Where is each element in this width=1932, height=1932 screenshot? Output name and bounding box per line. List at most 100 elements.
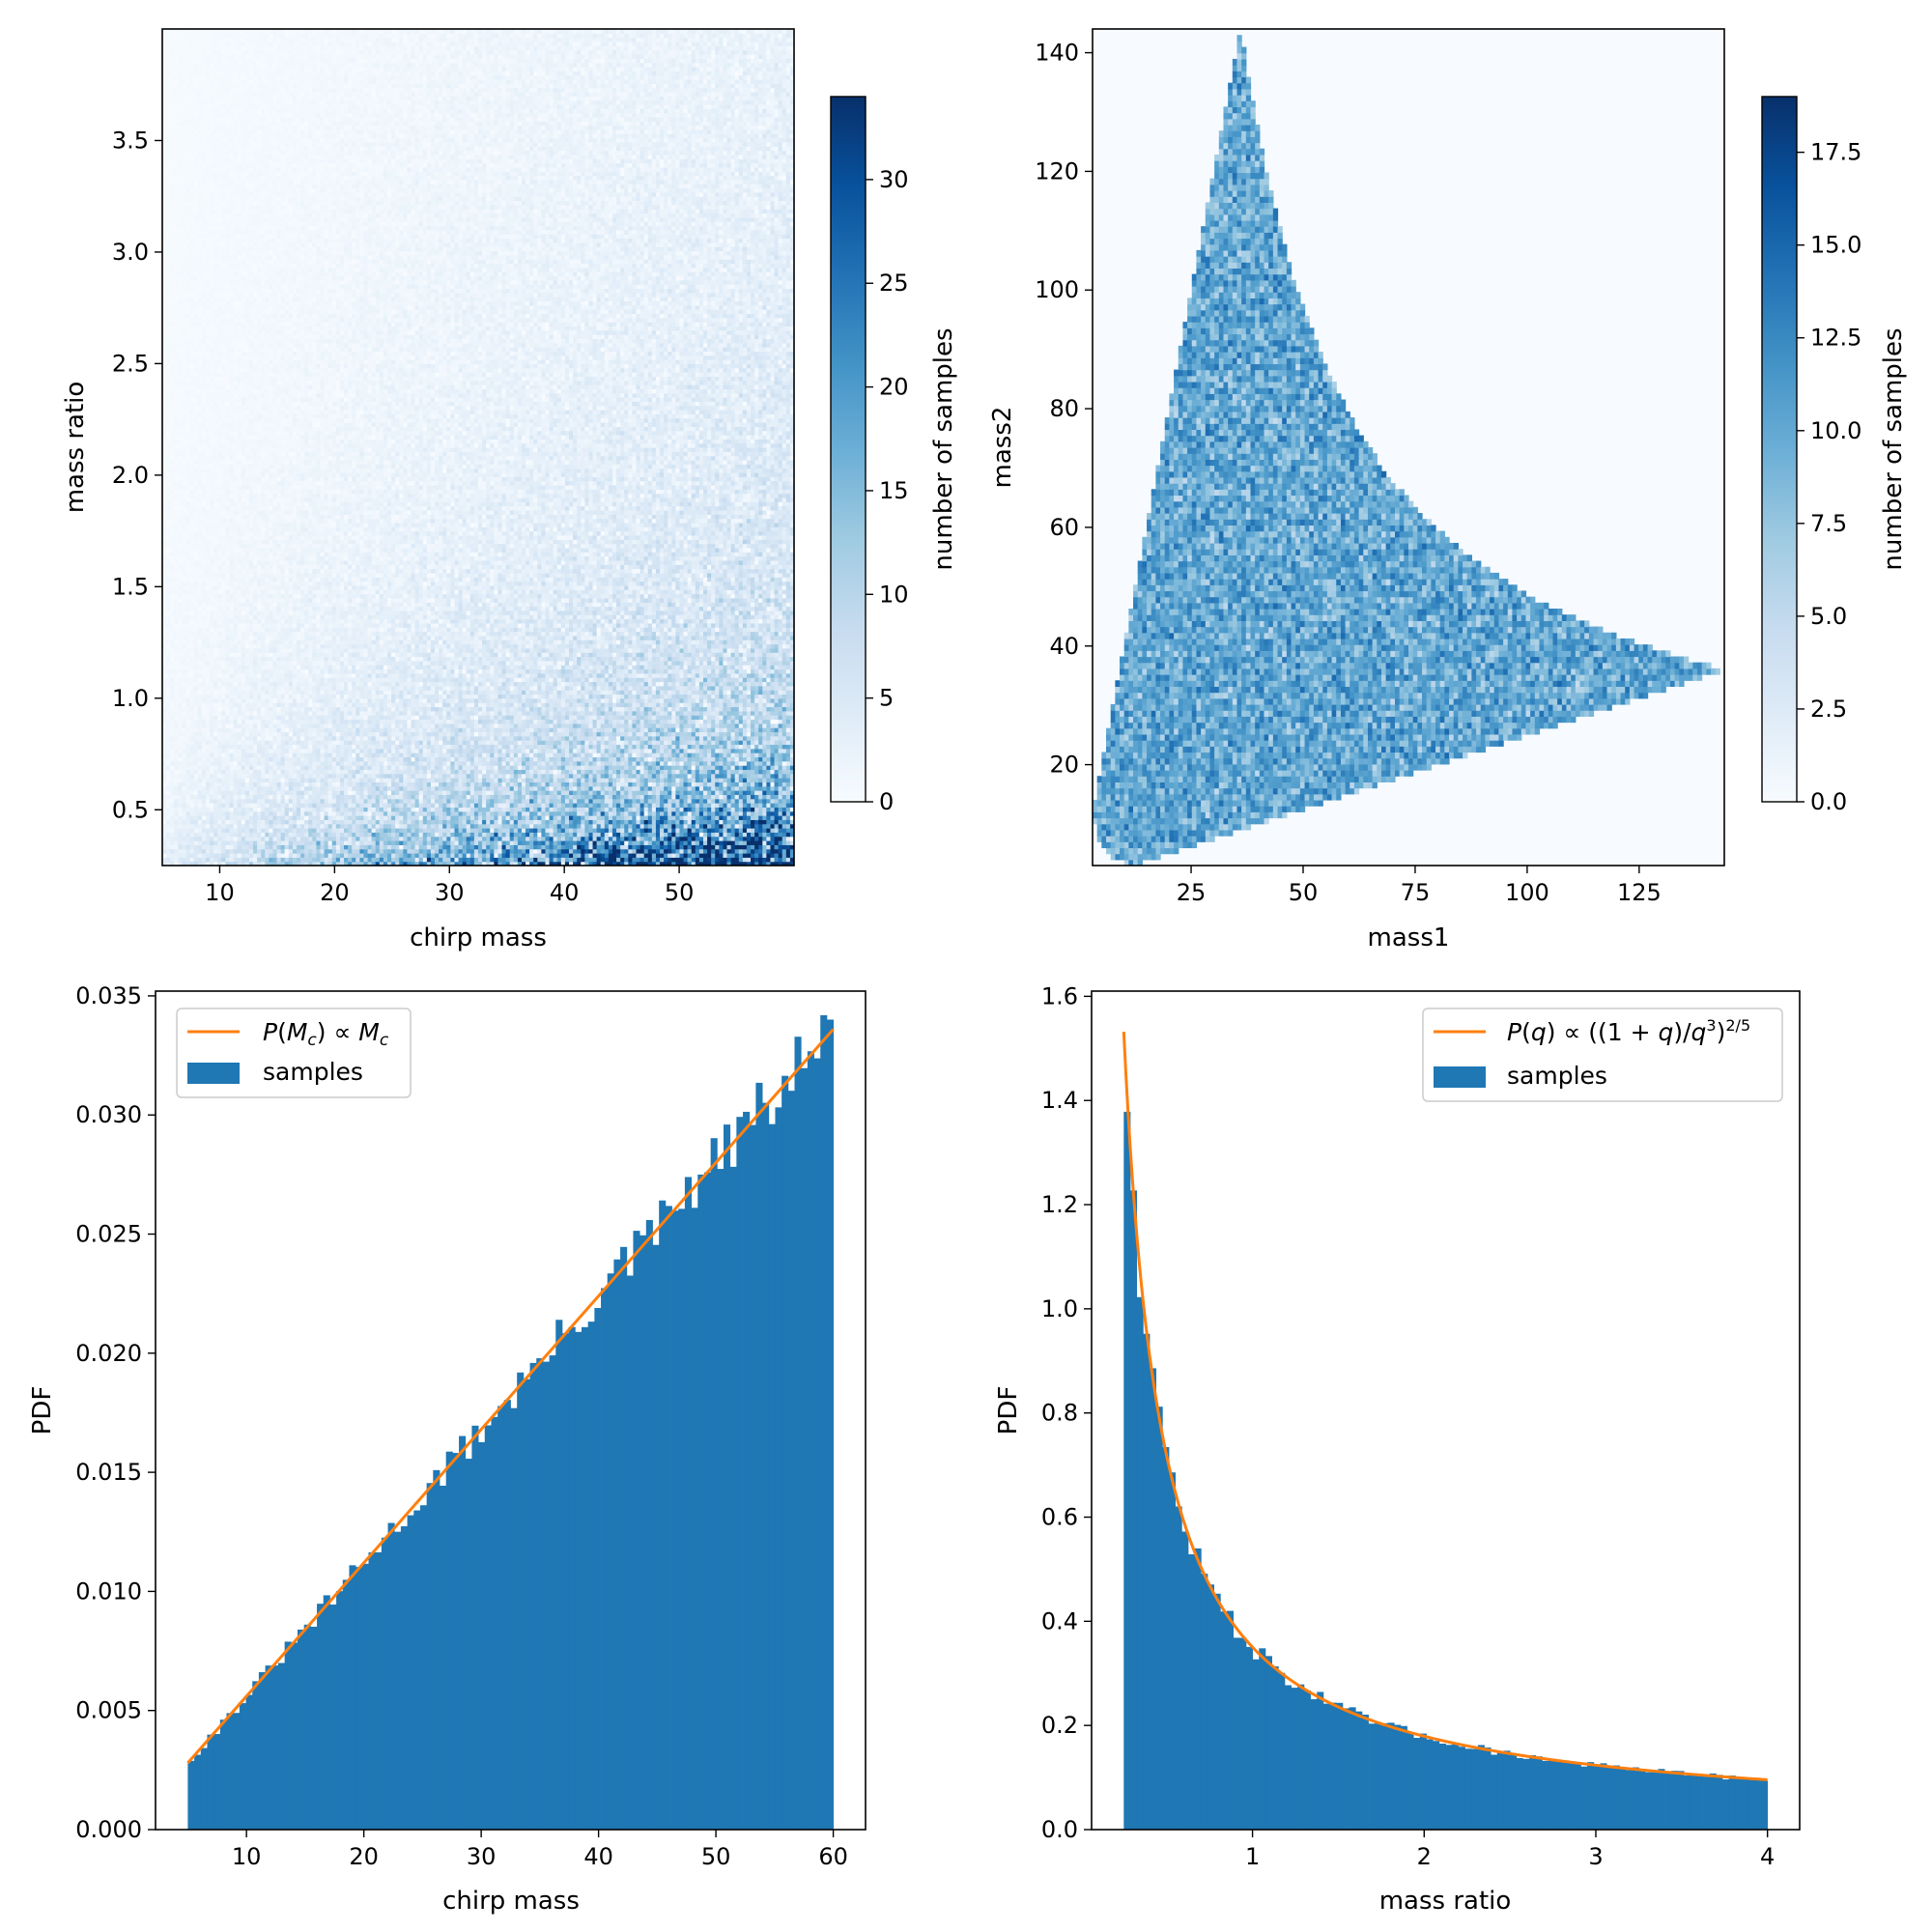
heatmap-cell (178, 188, 183, 193)
heatmap-cell (174, 657, 179, 662)
heatmap-cell (229, 585, 234, 590)
heatmap-cell (202, 761, 207, 766)
heatmap-cell (166, 853, 171, 858)
heatmap-cell (221, 639, 226, 644)
heatmap-cell (225, 213, 230, 218)
heatmap-cell (213, 63, 218, 68)
heatmap-cell (178, 338, 183, 343)
heatmap-cell (174, 464, 179, 469)
heatmap-cell (198, 83, 203, 88)
heatmap-cell (238, 476, 242, 481)
heatmap-cell (182, 322, 186, 327)
heatmap-cell (186, 765, 191, 770)
heatmap-cell (238, 715, 242, 720)
heatmap-cell (229, 485, 234, 490)
heatmap-cell (245, 756, 250, 761)
heatmap-cell (210, 196, 214, 201)
heatmap-cell (170, 857, 175, 862)
heatmap-cell (234, 753, 239, 757)
heatmap-cell (182, 456, 186, 461)
heatmap-cell (238, 531, 242, 536)
heatmap-cell (166, 740, 171, 745)
heatmap-cell (225, 293, 230, 298)
heatmap-cell (174, 552, 179, 556)
heatmap-cell (166, 100, 171, 105)
heatmap-cell (170, 201, 175, 206)
heatmap-cell (210, 250, 214, 255)
heatmap-cell (186, 158, 191, 163)
heatmap-cell (194, 774, 199, 779)
heatmap-cell (245, 108, 250, 113)
heatmap-cell (213, 648, 218, 653)
heatmap-cell (210, 481, 214, 486)
heatmap-cell (229, 381, 234, 385)
heatmap-cell (217, 397, 222, 402)
heatmap-cell (186, 309, 191, 314)
heatmap-cell (238, 497, 242, 502)
heatmap-cell (170, 544, 175, 549)
heatmap-cell (170, 824, 175, 829)
heatmap-cell (225, 368, 230, 373)
heatmap-cell (182, 556, 186, 561)
heatmap-cell (253, 280, 258, 285)
heatmap-cell (213, 857, 218, 862)
heatmap-cell (225, 589, 230, 594)
heatmap-cell (186, 268, 191, 272)
heatmap-cell (206, 33, 211, 38)
heatmap-cell (202, 443, 207, 448)
heatmap-cell (249, 828, 254, 833)
heatmap-cell (249, 731, 254, 736)
heatmap-cell (217, 485, 222, 490)
heatmap-cell (249, 192, 254, 197)
heatmap-cell (194, 113, 199, 118)
heatmap-cell (229, 401, 234, 406)
heatmap-cell (190, 774, 195, 779)
heatmap-cell (198, 706, 203, 711)
heatmap-cell (170, 673, 175, 678)
heatmap-cell (213, 756, 218, 761)
heatmap-cell (253, 639, 258, 644)
heatmap-cell (213, 727, 218, 732)
heatmap-cell (229, 129, 234, 134)
heatmap-cell (178, 456, 183, 461)
heatmap-cell (170, 761, 175, 766)
heatmap-cell (182, 627, 186, 632)
heatmap-cell (217, 372, 222, 377)
heatmap-cell (186, 535, 191, 540)
heatmap-cell (213, 384, 218, 389)
heatmap-cell (190, 690, 195, 695)
heatmap-cell (174, 794, 179, 799)
heatmap-cell (249, 681, 254, 686)
heatmap-cell (234, 849, 239, 854)
heatmap-cell (245, 711, 250, 716)
heatmap-cell (182, 209, 186, 213)
heatmap-cell (210, 300, 214, 305)
heatmap-cell (229, 756, 234, 761)
heatmap-cell (249, 393, 254, 398)
heatmap-cell (217, 824, 222, 829)
heatmap-cell (174, 832, 179, 837)
heatmap-cell (245, 639, 250, 644)
heatmap-cell (174, 761, 179, 766)
heatmap-cell (210, 138, 214, 143)
heatmap-cell (217, 639, 222, 644)
heatmap-cell (242, 731, 246, 736)
heatmap-cell (182, 431, 186, 436)
heatmap-cell (245, 602, 250, 607)
heatmap-cell (186, 239, 191, 243)
heatmap-cell (178, 661, 183, 666)
heatmap-cell (221, 338, 226, 343)
heatmap-cell (206, 799, 211, 804)
heatmap-cell (182, 96, 186, 100)
heatmap-cell (257, 799, 262, 804)
heatmap-cell (186, 514, 191, 519)
heatmap-cell (229, 163, 234, 168)
heatmap-cell (221, 840, 226, 845)
heatmap-cell (166, 67, 171, 71)
heatmap-cell (245, 786, 250, 791)
heatmap-cell (174, 589, 179, 594)
heatmap-cell (242, 744, 246, 749)
heatmap-cell (238, 129, 242, 134)
heatmap-cell (238, 526, 242, 531)
heatmap-cell (210, 100, 214, 105)
